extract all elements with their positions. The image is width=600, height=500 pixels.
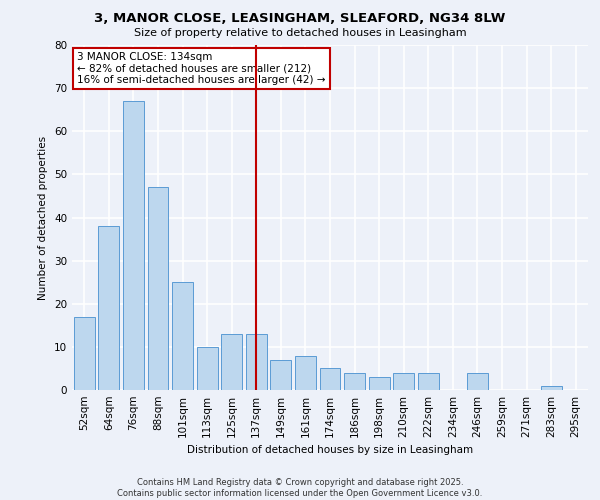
Text: 3 MANOR CLOSE: 134sqm
← 82% of detached houses are smaller (212)
16% of semi-det: 3 MANOR CLOSE: 134sqm ← 82% of detached …	[77, 52, 326, 85]
Text: Size of property relative to detached houses in Leasingham: Size of property relative to detached ho…	[134, 28, 466, 38]
Bar	[123, 101, 144, 390]
Bar	[418, 373, 439, 390]
Bar	[271, 360, 292, 390]
Y-axis label: Number of detached properties: Number of detached properties	[38, 136, 49, 300]
Bar	[98, 226, 119, 390]
X-axis label: Distribution of detached houses by size in Leasingham: Distribution of detached houses by size …	[187, 446, 473, 456]
Text: Contains HM Land Registry data © Crown copyright and database right 2025.
Contai: Contains HM Land Registry data © Crown c…	[118, 478, 482, 498]
Bar	[368, 377, 389, 390]
Bar	[197, 347, 218, 390]
Bar	[344, 373, 365, 390]
Text: 3, MANOR CLOSE, LEASINGHAM, SLEAFORD, NG34 8LW: 3, MANOR CLOSE, LEASINGHAM, SLEAFORD, NG…	[94, 12, 506, 26]
Bar	[74, 316, 95, 390]
Bar	[246, 334, 267, 390]
Bar	[172, 282, 193, 390]
Bar	[393, 373, 414, 390]
Bar	[320, 368, 340, 390]
Bar	[221, 334, 242, 390]
Bar	[148, 188, 169, 390]
Bar	[295, 356, 316, 390]
Bar	[467, 373, 488, 390]
Bar	[541, 386, 562, 390]
